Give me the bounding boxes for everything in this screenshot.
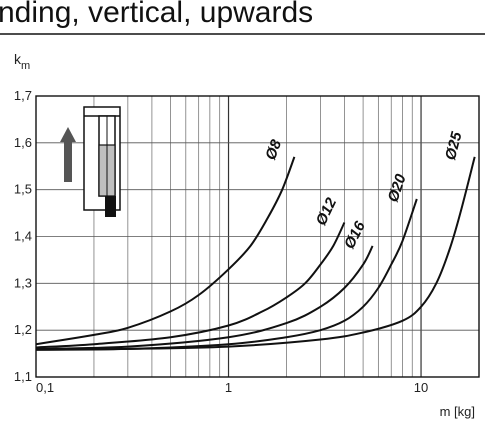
curve-label: Ø8 [262,137,285,162]
curve-8 [35,156,296,346]
curve-25 [35,156,476,351]
y-tick-label: 1,4 [14,229,32,244]
chart-title: nding, vertical, upwards [0,0,313,29]
vertical-upward-cylinder-icon [60,106,121,217]
plot-frame [35,95,480,378]
curves [35,156,476,351]
x-tick-labels: 0,1 1 10 [36,380,428,395]
x-tick-label: 0,1 [36,380,54,395]
x-tick-label: 10 [414,380,428,395]
y-tick-label: 1,5 [14,182,32,197]
y-tick-label: 1,1 [14,369,32,384]
curve-label: Ø16 [341,218,369,252]
y-tick-label: 1,7 [14,88,32,103]
curve-20 [35,198,418,351]
curve-label: Ø20 [385,171,410,204]
y-tick-label: 1,6 [14,135,32,150]
x-axis-label: m [kg] [440,404,475,419]
y-tick-label: 1,2 [14,322,32,337]
curve-label: Ø12 [313,195,341,229]
y-tick-label: 1,3 [14,275,32,290]
y-tick-labels: 1,1 1,2 1,3 1,4 1,5 1,6 1,7 [14,88,32,384]
y-axis-label: km [14,51,30,72]
curve-label: Ø25 [442,130,466,162]
curve-16 [35,245,374,350]
x-tick-label: 1 [225,380,232,395]
plot-frame-rect [35,95,480,378]
curve-12 [35,222,346,349]
